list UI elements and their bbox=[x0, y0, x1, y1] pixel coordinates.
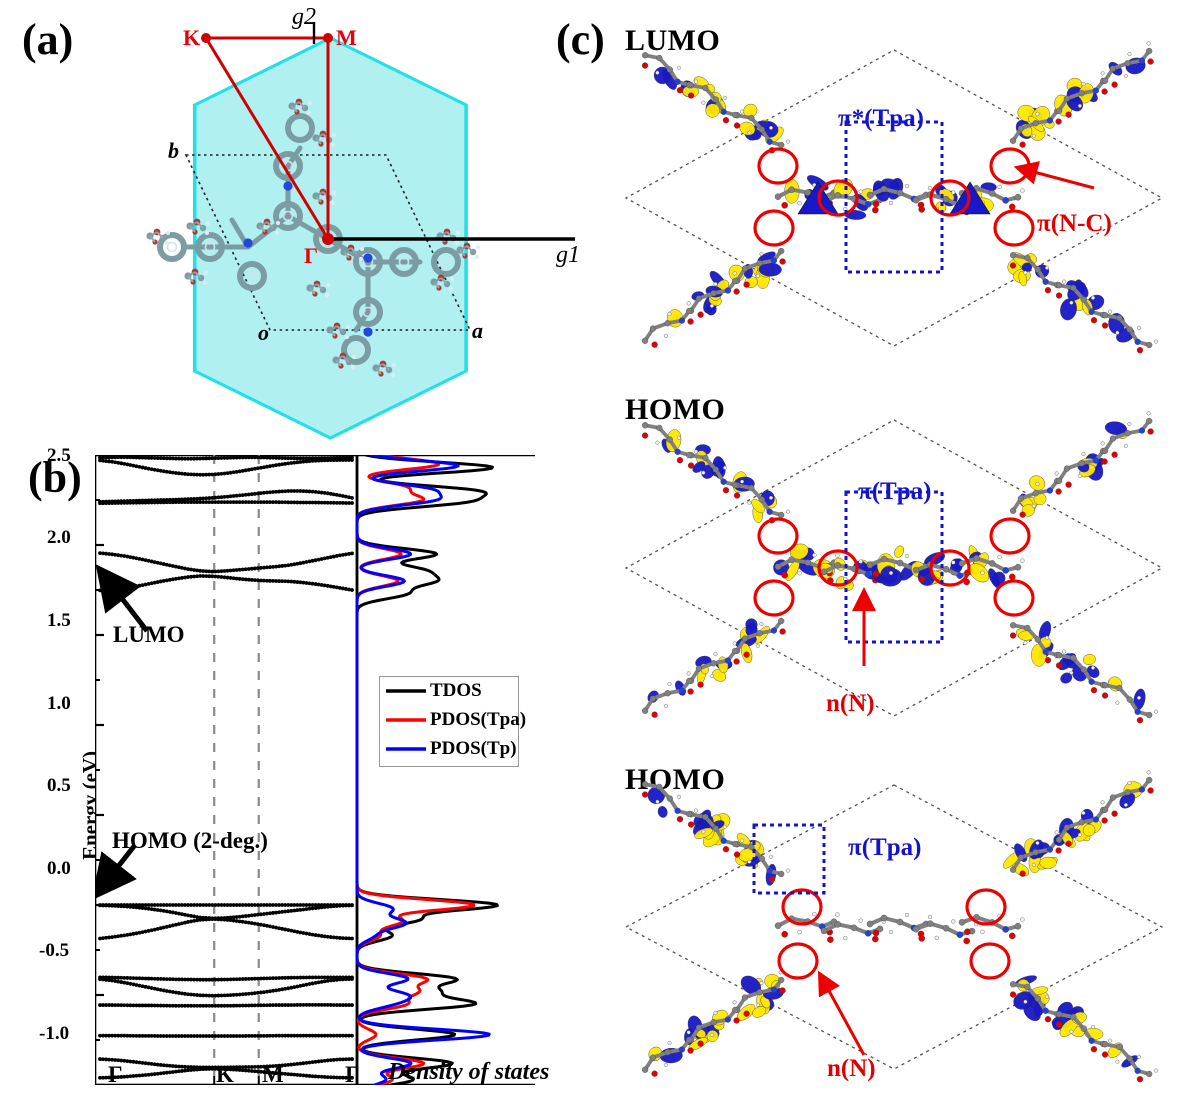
xtick-M: M bbox=[262, 1062, 284, 1087]
kpoint-label-K: K bbox=[183, 25, 201, 50]
unit-cell-outline bbox=[184, 154, 472, 331]
legend-line-tdos bbox=[386, 689, 426, 693]
orbital-title-homo-2: HOMO bbox=[625, 763, 726, 796]
tag-pi-star-tpa: π*(Tpa) bbox=[838, 105, 924, 132]
kpath-K-Gamma bbox=[204, 37, 330, 240]
ytick-1.5: 1.5 bbox=[47, 610, 71, 631]
ytick-0.0: 0.0 bbox=[47, 858, 71, 879]
xtick-gamma-right: Γ bbox=[345, 1062, 360, 1087]
band-annotation-arrows bbox=[95, 564, 149, 901]
point-M bbox=[323, 33, 333, 43]
legend-label-tdos: TDOS bbox=[430, 680, 482, 701]
panel-a-brillouin-zone bbox=[145, 22, 575, 440]
ytick-1.0: 1.0 bbox=[47, 693, 71, 714]
panel-a-label: (a) bbox=[22, 15, 74, 64]
orbital-render-homo-1 bbox=[624, 411, 1164, 724]
atom-nitrogen bbox=[283, 181, 293, 191]
point-Gamma bbox=[322, 233, 334, 245]
atom-nitrogen bbox=[243, 238, 253, 248]
tag-n-N-homo1: n(N) bbox=[826, 690, 875, 717]
atom-nitrogen bbox=[363, 327, 373, 337]
orbital-title-lumo: LUMO bbox=[625, 24, 721, 57]
xtick-gamma-left: Γ bbox=[108, 1062, 123, 1087]
ytick--0.5: -0.5 bbox=[39, 940, 70, 961]
dos-axis-label: Density of states bbox=[388, 1059, 550, 1085]
lumo-arrow bbox=[95, 564, 149, 633]
orbital-title-homo-1: HOMO bbox=[625, 393, 726, 426]
orbital-render-lumo bbox=[624, 41, 1164, 354]
homo-arrow bbox=[95, 843, 137, 901]
kpoint-label-Gamma: Γ bbox=[304, 243, 318, 268]
cell-label-o: o bbox=[258, 320, 269, 345]
ytick-2.5: 2.5 bbox=[47, 445, 71, 466]
panel-c-label: (c) bbox=[556, 15, 605, 64]
atom-nitrogen bbox=[363, 253, 373, 263]
dos-legend: TDOS PDOS(Tpa) PDOS(Tp) bbox=[379, 676, 526, 767]
g2-label: g2 bbox=[292, 4, 316, 30]
tag-pi-tpa-homo2: π(Tpa) bbox=[848, 834, 922, 861]
tag-pi-n-c: π(N-C) bbox=[1037, 210, 1112, 237]
cell-label-a: a bbox=[472, 318, 483, 343]
lumo-annotation-label: LUMO bbox=[113, 622, 185, 647]
cof-molecular-model bbox=[145, 97, 482, 379]
legend-line-pdos-tpa bbox=[386, 718, 426, 722]
point-K bbox=[201, 33, 211, 43]
band-structure-dos-chart bbox=[95, 455, 535, 1085]
xtick-K: K bbox=[216, 1062, 234, 1087]
legend-line-pdos-tp bbox=[386, 747, 426, 751]
cell-label-b: b bbox=[168, 138, 179, 163]
ytick--1.0: -1.0 bbox=[39, 1023, 70, 1044]
ytick-0.5: 0.5 bbox=[47, 775, 71, 796]
ytick-2.0: 2.0 bbox=[47, 527, 71, 548]
legend-label-pdos-tp: PDOS(Tp) bbox=[430, 738, 517, 759]
kpoint-label-M: M bbox=[336, 25, 357, 50]
legend-label-pdos-tpa: PDOS(Tpa) bbox=[430, 709, 527, 730]
homo-annotation-label: HOMO (2-deg.) bbox=[112, 828, 268, 853]
panel-b-label: (b) bbox=[28, 453, 82, 502]
tag-n-N-homo2: n(N) bbox=[827, 1055, 876, 1082]
orbital-render-homo-2 bbox=[624, 770, 1164, 1083]
g1-label: g1 bbox=[556, 242, 580, 268]
